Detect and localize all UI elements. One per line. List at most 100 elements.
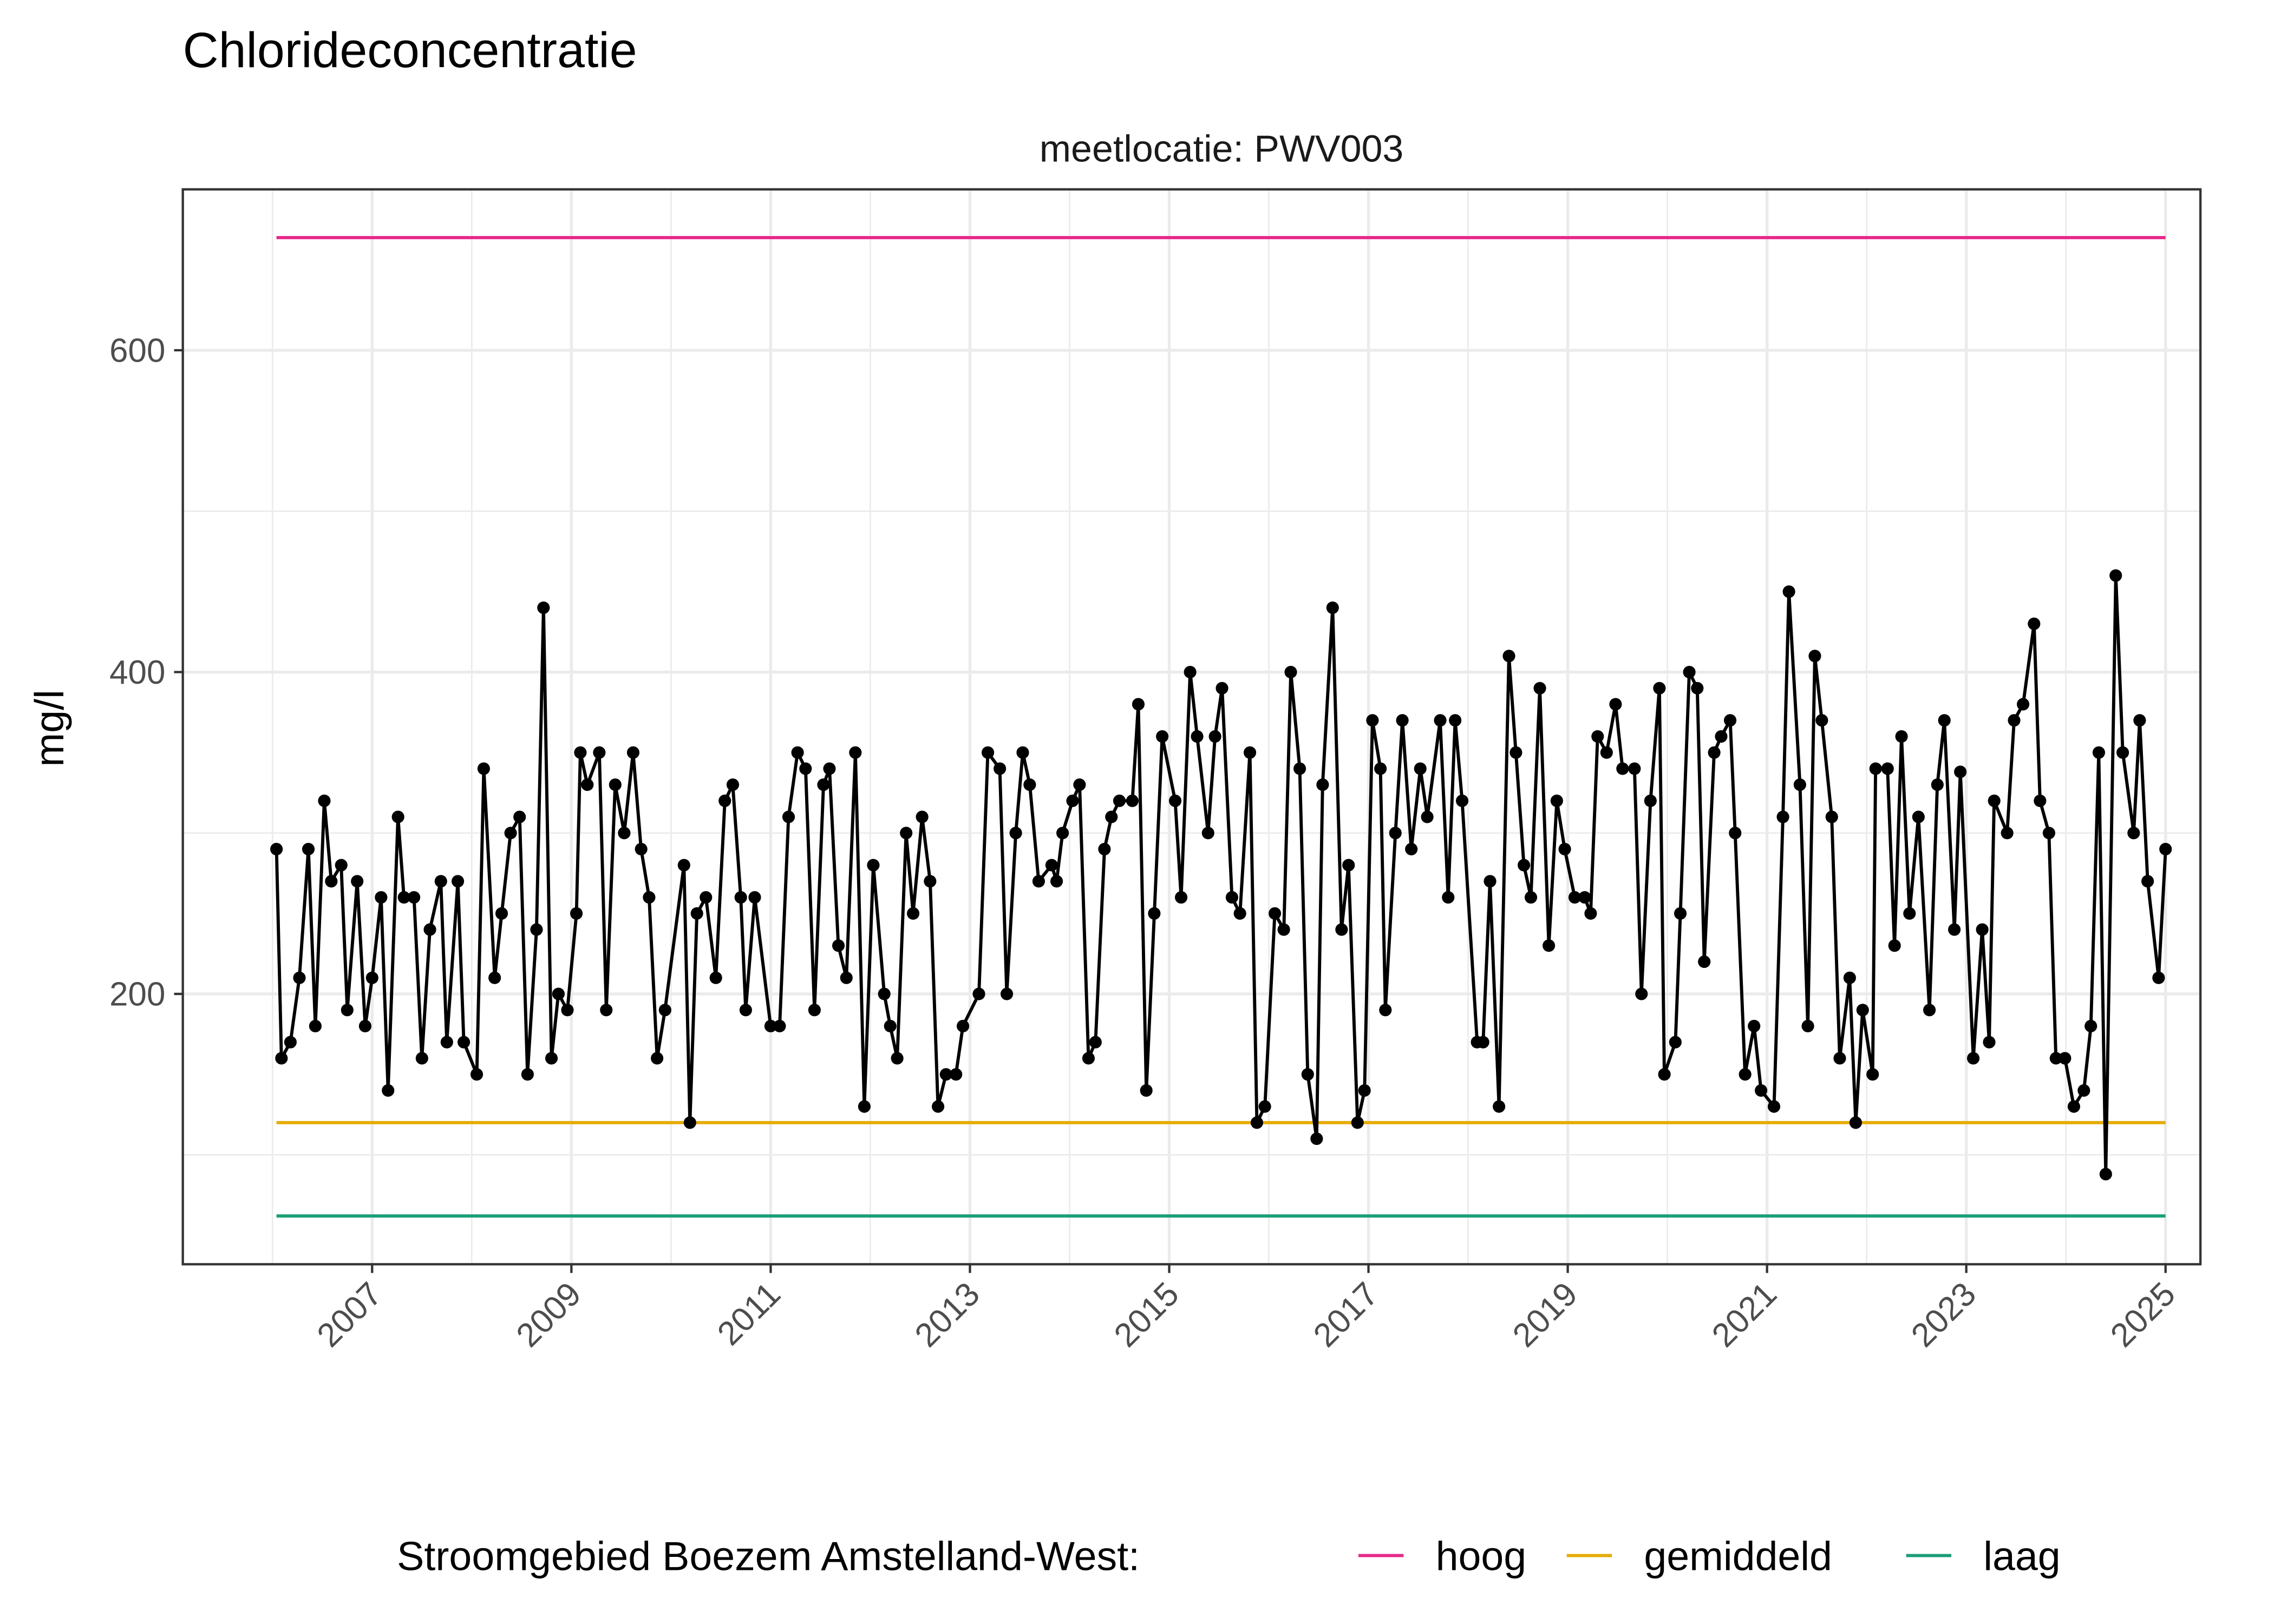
data-point [1869,762,1882,775]
data-point [1316,778,1329,791]
data-point [1644,794,1657,807]
data-point [1351,1116,1364,1129]
data-point [1524,891,1538,904]
data-point [452,875,465,888]
data-point [1050,875,1063,888]
data-point [341,1004,354,1017]
data-point [1000,987,1014,1000]
data-point [734,891,747,904]
data-point [1793,778,1806,791]
data-point [1715,730,1728,743]
data-point [1578,891,1591,904]
data-point [2016,698,2030,711]
data-point [2141,875,2154,888]
data-point [891,1052,904,1065]
data-point [2059,1052,2072,1065]
data-point [1782,585,1795,598]
data-point [1543,939,1556,952]
data-point [495,907,508,920]
data-point [643,891,656,904]
data-point [782,810,795,823]
data-point [900,827,913,840]
data-point [773,1019,786,1033]
data-point [924,875,937,888]
data-point [931,1100,945,1113]
legend-label-hoog: hoog [1436,1533,1527,1579]
data-point [574,746,587,759]
legend: Stroomgebied Boezem Amstelland-West: hoo… [397,1533,2060,1579]
data-point [358,1019,371,1033]
data-point [434,875,447,888]
data-point [1843,971,1856,984]
data-point [956,1019,970,1033]
data-point [832,939,845,952]
data-point [1284,665,1297,679]
panel-border [181,188,2202,1266]
data-point [1849,1116,1862,1129]
data-point [939,1068,952,1081]
data-point [1082,1052,1095,1065]
data-point [2077,1084,2090,1097]
data-point [1140,1084,1153,1097]
data-point [1414,762,1427,775]
data-point [408,891,421,904]
data-point [1396,714,1409,727]
data-point [1216,682,1229,695]
data-point [1258,1100,1271,1113]
data-point [600,1004,613,1017]
data-point [397,891,410,904]
data-point [275,1052,288,1065]
data-point [1616,762,1629,775]
data-point [1856,1004,1869,1017]
data-point [593,746,606,759]
data-point [2034,794,2047,807]
data-point [1023,778,1036,791]
data-point [1335,923,1348,936]
data-point [1175,891,1188,904]
data-point [2028,617,2041,630]
data-point [1776,810,1789,823]
data-point [1233,907,1246,920]
data-point [1948,923,1961,936]
data-point [2109,569,2122,582]
data-point [1628,762,1641,775]
data-point [1931,778,1944,791]
data-point [994,762,1007,775]
data-point [764,1019,777,1033]
data-point [1912,810,1925,823]
data-point [552,987,565,1000]
data-point [1903,907,1916,920]
data-point [1032,875,1045,888]
data-point [1833,1052,1846,1065]
data-point [1767,1100,1781,1113]
data-point [658,1004,671,1017]
data-point [609,778,622,791]
data-point [1073,778,1086,791]
data-point [690,907,703,920]
data-point [2001,827,2014,840]
data-point [1691,682,1704,695]
data-point [1502,650,1515,663]
data-point [1669,1036,1682,1049]
data-point [1009,827,1022,840]
data-point [545,1052,558,1065]
data-point [1683,665,1696,679]
data-point [1405,842,1418,856]
data-point [415,1052,428,1065]
data-point [504,827,517,840]
data-point [1533,682,1546,695]
data-point [458,1036,471,1049]
data-point [1016,746,1029,759]
data-point [1609,698,1622,711]
data-point [309,1019,322,1033]
data-point [1045,859,1058,872]
data-point [1168,794,1182,807]
data-point [972,987,985,1000]
data-point [1568,891,1582,904]
data-point [1976,923,1989,936]
data-point [726,778,740,791]
data-point [1518,859,1531,872]
data-point [1888,939,1901,952]
data-point [1825,810,1838,823]
